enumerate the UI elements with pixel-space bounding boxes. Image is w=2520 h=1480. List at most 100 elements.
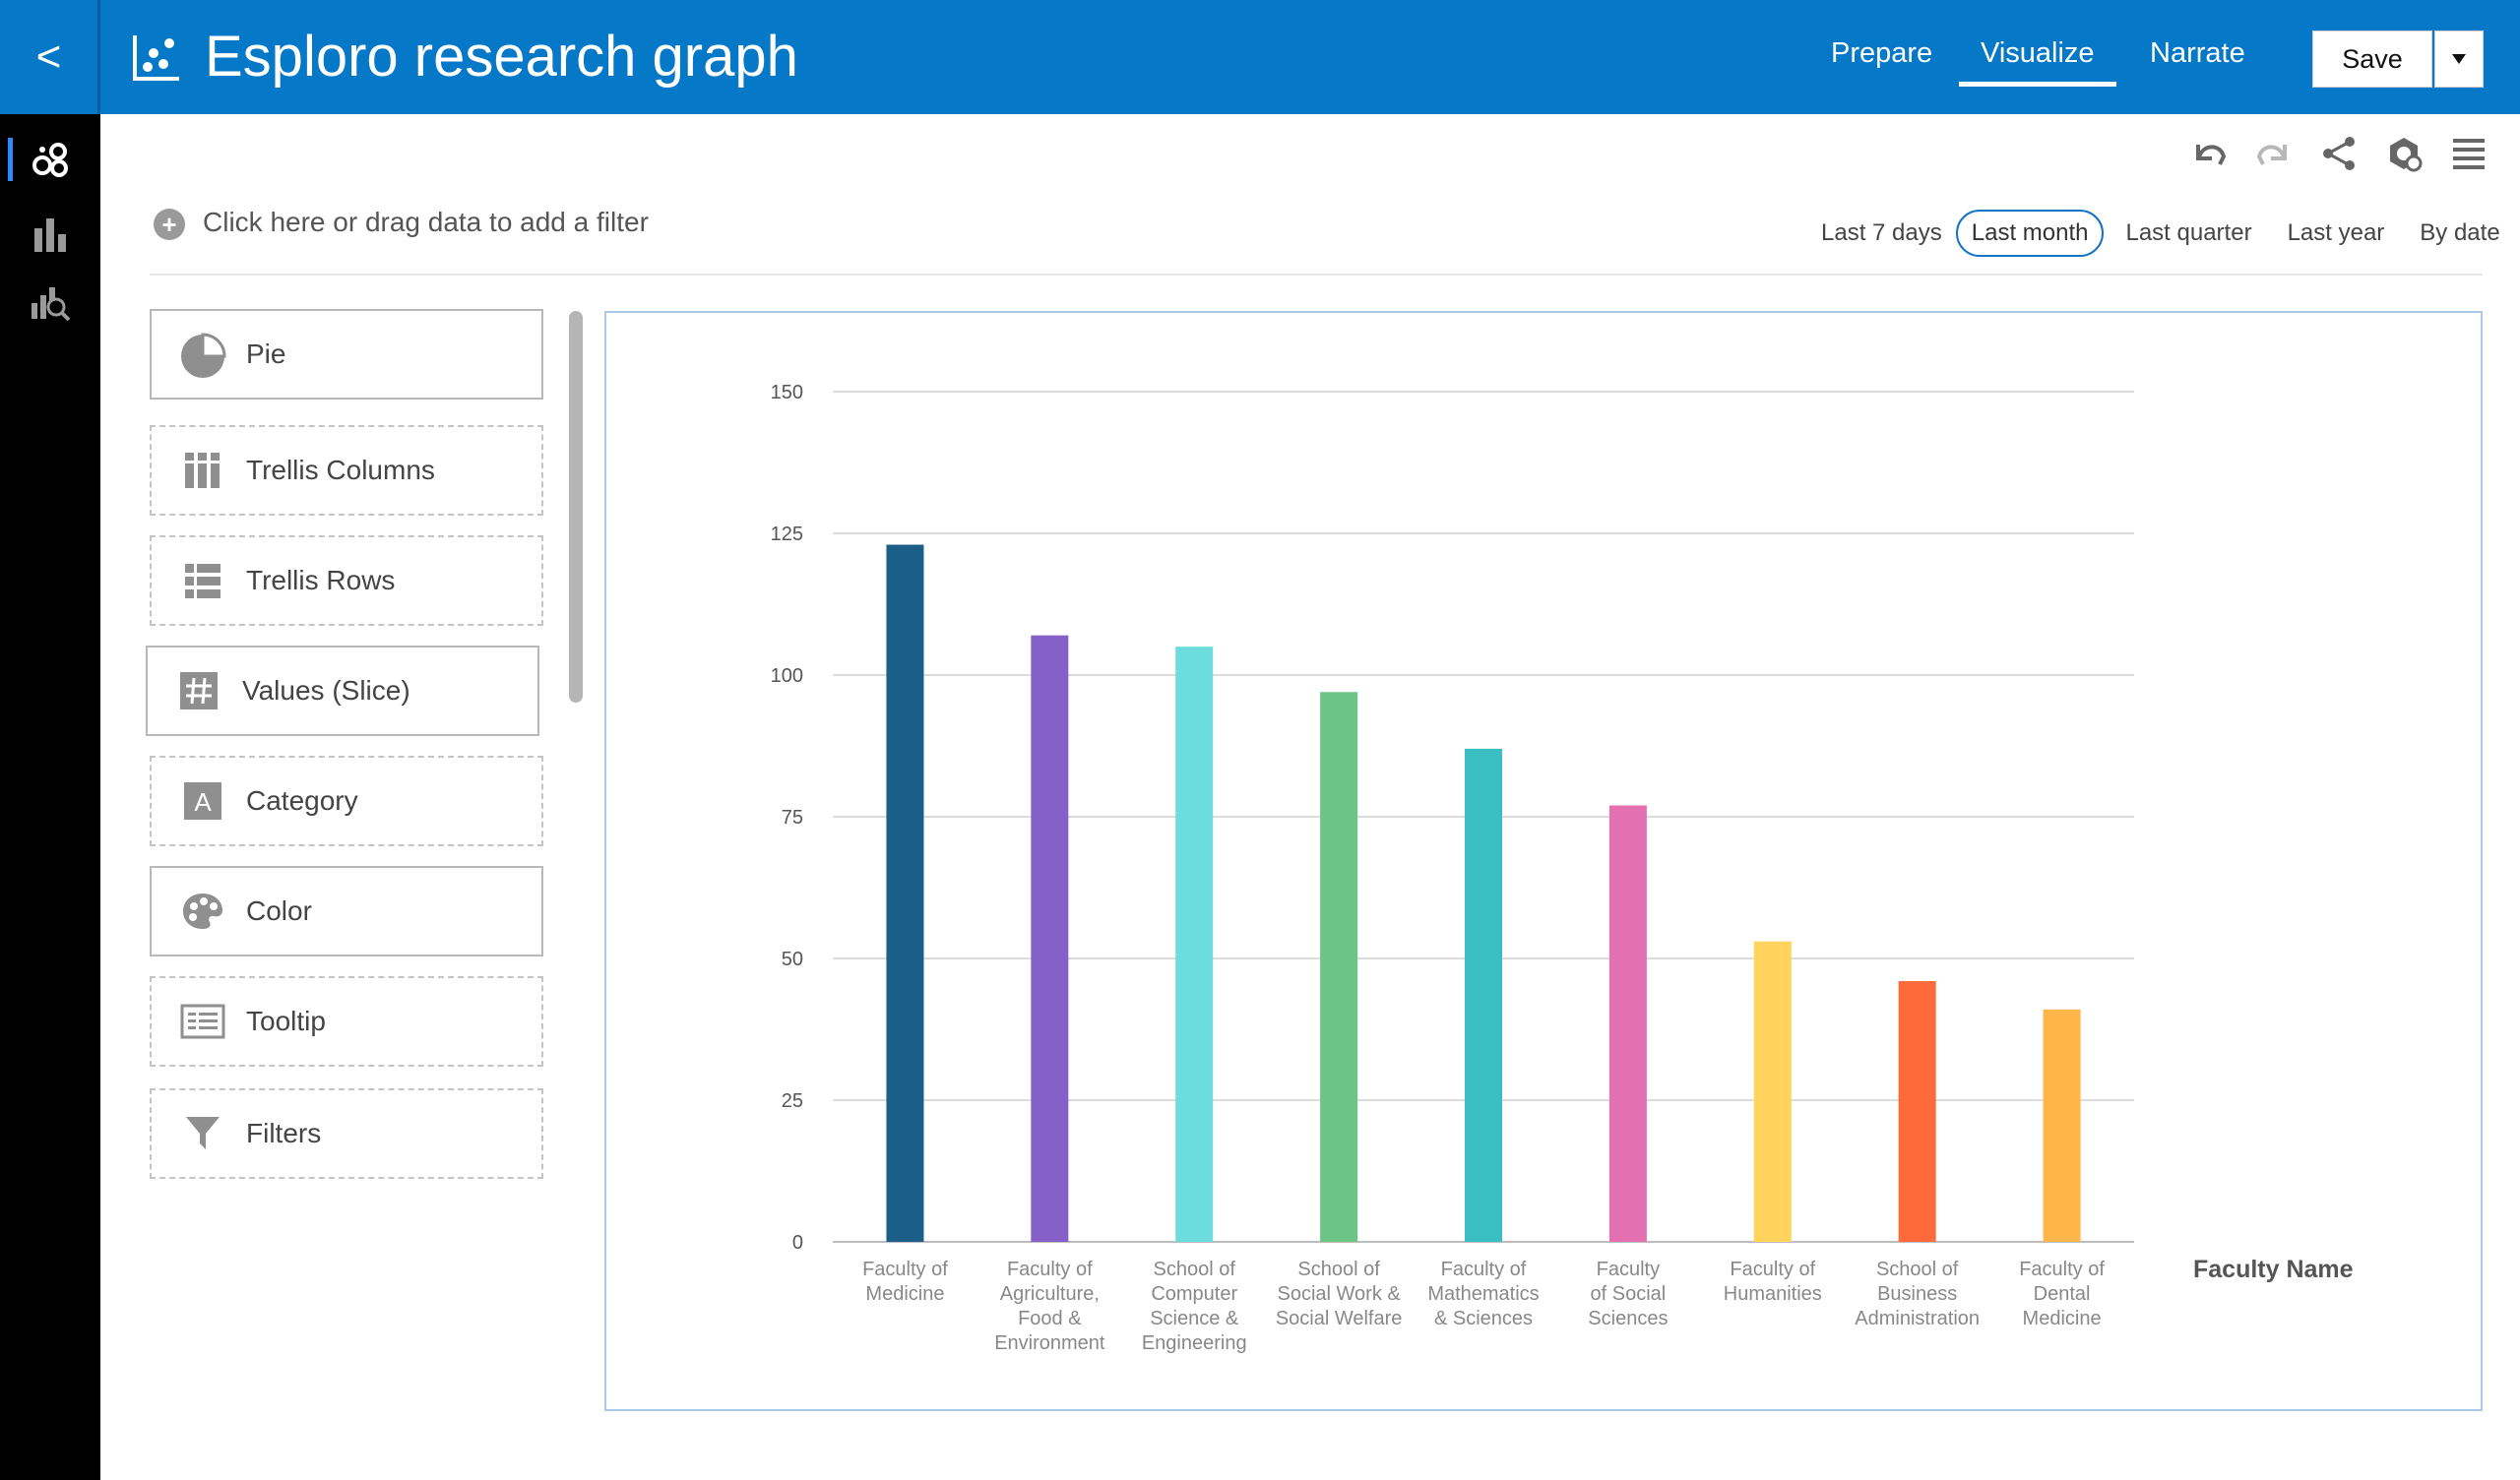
refresh-icon [2390,138,2423,172]
x-tick-label: Agriculture, [1000,1283,1100,1305]
add-filter-prompt[interactable]: Click here or drag data to add a filter [203,207,649,237]
y-tick-label: 25 [782,1090,803,1112]
rail-item-analytics[interactable] [0,272,100,335]
slot-category-label: Category [246,785,358,816]
bar [1465,748,1502,1242]
time-range-last-year[interactable]: Last year [2287,219,2385,246]
x-tick-label: Faculty of [1007,1259,1093,1280]
time-range-by-date[interactable]: By date [2420,219,2500,246]
time-range-selector: Last 7 days Last month Last quarter Last… [1807,209,2514,258]
bar [1175,647,1214,1242]
scatter-chart-icon [133,35,179,81]
bar [1753,941,1792,1242]
filter-divider [150,274,2483,276]
page-title: Esploro research graph [205,25,798,89]
save-dropdown-button[interactable] [2434,31,2484,88]
x-axis-title: Faculty Name [2193,1256,2354,1283]
time-range-last-7-days[interactable]: Last 7 days [1821,219,1942,246]
bar-chart: 0 25 50 75 100 125 150 Faculty of Medicine Facult… [771,382,2354,1354]
bar [886,544,924,1242]
slot-pie[interactable]: Pie [150,309,543,400]
slot-color[interactable]: Color [150,866,543,956]
slot-values-label: Values (Slice) [242,675,410,706]
grammar-panel-scrollbar[interactable] [569,311,583,703]
x-tick-label: Science & [1150,1308,1239,1329]
back-label: < [35,32,62,81]
x-tick-label: Faculty of [2019,1259,2105,1280]
tooltip-icon [173,1004,232,1039]
slot-pie-label: Pie [246,339,286,369]
x-tick-label: Sciences [1588,1308,1668,1329]
x-tick-label: School of [1154,1259,1236,1280]
svg-text:A: A [194,787,212,817]
slot-filters[interactable]: Filters [150,1088,543,1179]
menu-button[interactable] [2447,132,2490,175]
bar [1031,635,1069,1242]
slot-values[interactable]: Values (Slice) [146,646,539,736]
add-filter-icon[interactable]: + [154,209,185,240]
x-tick-label: Medicine [865,1283,944,1305]
x-tick-label: Social Work & [1277,1283,1401,1305]
x-tick-label: Engineering [1142,1332,1247,1354]
left-rail [0,114,100,1480]
refresh-button[interactable] [2382,132,2426,175]
x-tick-label: Computer [1151,1283,1237,1305]
slot-filters-label: Filters [246,1118,322,1148]
y-tick-label: 125 [771,524,803,545]
share-icon [2323,137,2355,170]
save-button[interactable]: Save [2312,31,2432,88]
analytics-icon [32,287,71,322]
x-tick-label: Faculty of [1730,1259,1815,1280]
x-tick-label: Business [1877,1283,1957,1305]
tab-narrate[interactable]: Narrate [2150,37,2245,70]
x-tick-label: Social Welfare [1276,1308,1403,1329]
time-range-last-quarter[interactable]: Last quarter [2125,219,2252,246]
x-tick-label: Faculty of [1441,1259,1527,1280]
x-tick-label: Mathematics [1427,1283,1539,1305]
menu-icon [2453,139,2485,169]
x-tick-label: Administration [1855,1308,1980,1329]
trellis-columns-icon [173,451,232,490]
y-tick-label: 150 [771,382,803,403]
slot-trellis-columns[interactable]: Trellis Columns [150,425,543,516]
pie-chart-icon [173,330,232,379]
bar [2043,1009,2081,1242]
bar [1608,805,1647,1242]
redo-button[interactable] [2252,132,2296,175]
share-button[interactable] [2317,132,2361,175]
slot-category[interactable]: A Category [150,756,543,846]
slot-color-label: Color [246,895,312,926]
x-tick-label: Environment [994,1332,1105,1354]
tab-visualize[interactable]: Visualize [1959,37,2116,87]
slot-trellis-rows-label: Trellis Rows [246,565,396,595]
undo-icon [2196,145,2227,165]
trellis-rows-icon [173,561,232,600]
bar [1320,692,1358,1242]
slot-trellis-rows[interactable]: Trellis Rows [150,535,543,626]
tab-prepare-label: Prepare [1831,37,1933,69]
x-tick-label: of Social [1591,1283,1667,1305]
back-button[interactable]: < [0,0,100,114]
data-elements-icon [32,143,68,177]
bar [1898,981,1936,1242]
visualizations-icon [34,218,66,252]
slot-tooltip[interactable]: Tooltip [150,976,543,1067]
funnel-icon [173,1114,232,1153]
hash-icon [169,672,228,709]
x-tick-label: Humanities [1724,1283,1822,1305]
rail-item-visualizations[interactable] [0,203,100,266]
palette-icon [173,892,232,931]
canvas-toolbar [2187,132,2490,175]
x-tick-label: Medicine [2023,1308,2102,1329]
x-tick-label: Faculty [1597,1259,1660,1280]
slot-tooltip-label: Tooltip [246,1006,326,1036]
undo-button[interactable] [2187,132,2231,175]
y-tick-label: 50 [782,949,803,970]
y-tick-label: 0 [792,1232,803,1254]
rail-item-data[interactable] [0,128,100,191]
chart-canvas[interactable]: 0 25 50 75 100 125 150 Faculty of Medicine Facult… [604,311,2483,1411]
time-range-last-month[interactable]: Last month [1955,210,2105,257]
x-tick-label: School of [1297,1259,1380,1280]
tab-prepare[interactable]: Prepare [1831,37,1932,70]
category-icon: A [173,782,232,820]
